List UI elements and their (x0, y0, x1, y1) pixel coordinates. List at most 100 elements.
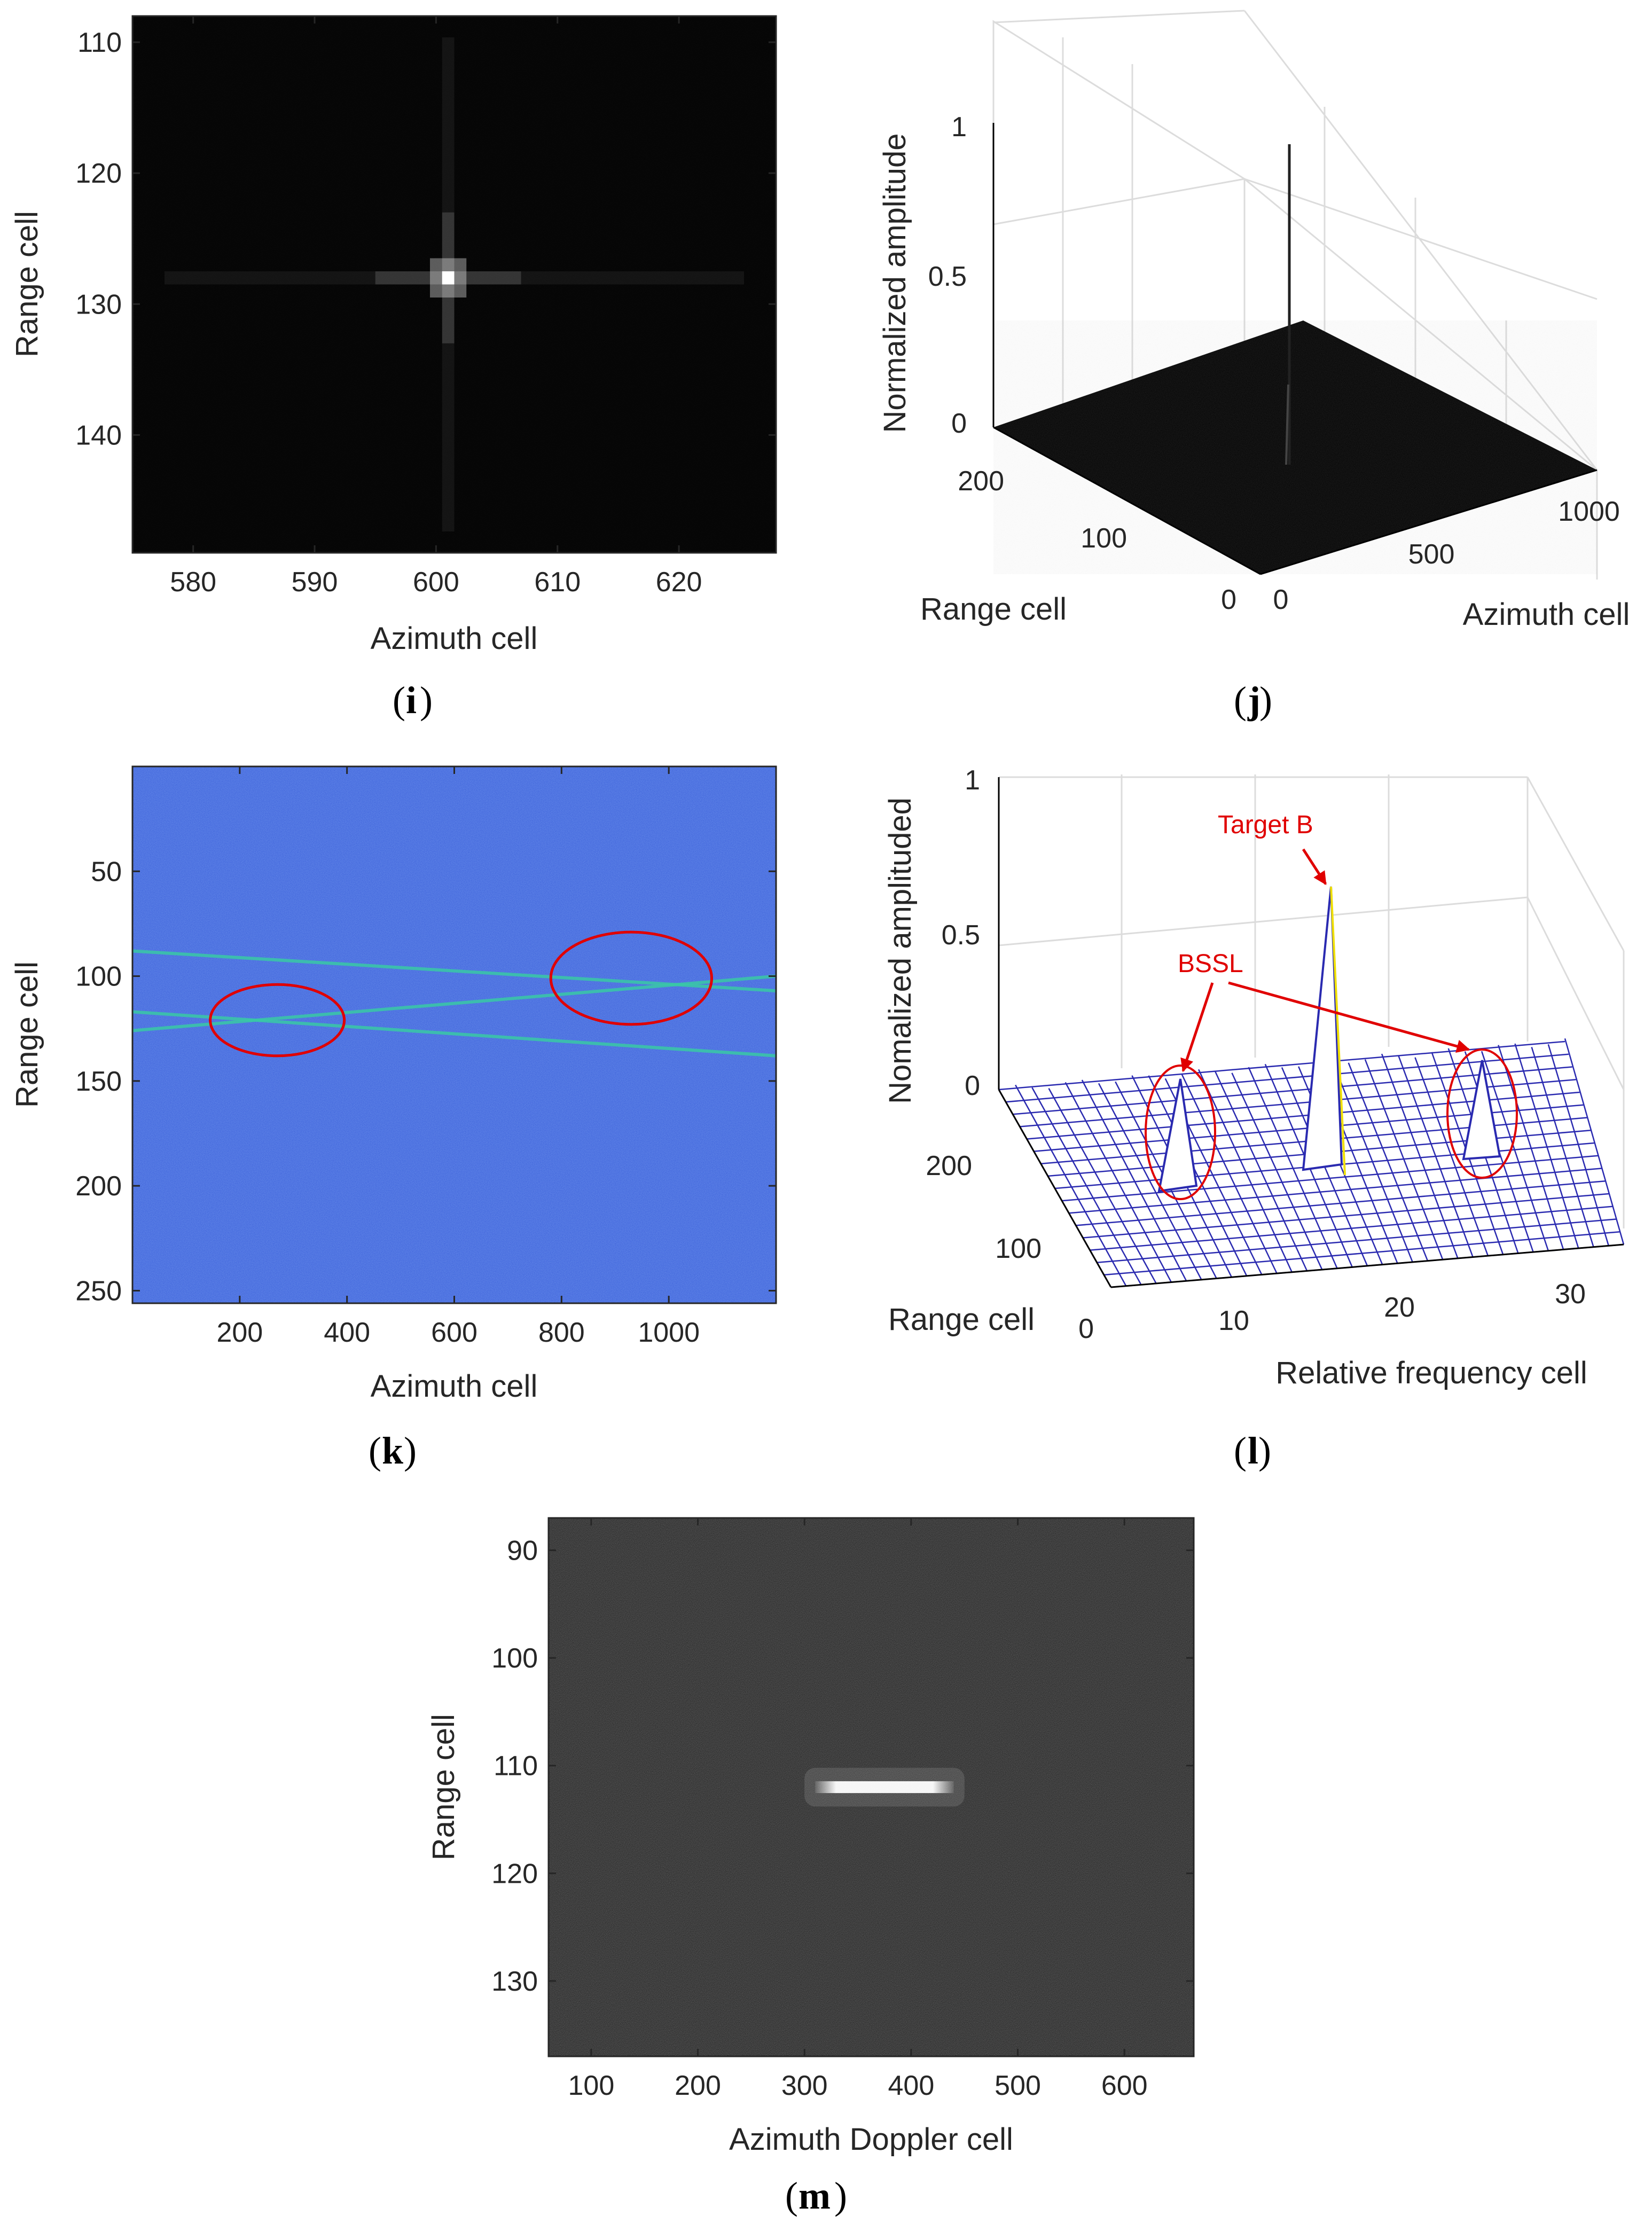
x-tick-label: 100 (568, 2070, 614, 2101)
annotation-bssl: BSSL (1178, 950, 1243, 978)
panel-caption: ( k ) (369, 1429, 417, 1472)
x-tick-label: 400 (888, 2070, 934, 2101)
axes-frame (547, 1517, 1195, 2057)
z-axis-label: Normalized amplitude (878, 134, 912, 433)
svg-text:(: ( (393, 679, 405, 722)
panel-m-heatmap: 100 200 300 400 500 600 90 100 110 120 130 Azimuth… (426, 1517, 1195, 2217)
peaks (1157, 886, 1501, 1193)
target-track (132, 974, 777, 1032)
range-ticks: 200 100 0 (926, 1150, 1094, 1344)
x-tick-label: 400 (324, 1317, 370, 1348)
mesh-line (1481, 1051, 1549, 1251)
svg-text:0: 0 (1221, 584, 1236, 615)
panel-l-surface: Target B BSSL 1 0.5 0 200 100 0 10 20 30… (883, 765, 1625, 1472)
mesh-line (1331, 1059, 1413, 1263)
y-tick-label: 140 (75, 420, 122, 451)
y-tick-label: 50 (91, 856, 122, 887)
svg-text:l: l (1248, 1429, 1258, 1472)
azimuth-ticks: 0 500 1000 (1273, 496, 1620, 615)
svg-text:(: ( (369, 1429, 381, 1472)
mesh-line (1348, 1062, 1429, 1262)
svg-text:i: i (406, 679, 417, 722)
x-tick-label: 800 (538, 1317, 585, 1348)
x-tick-label: 500 (995, 2070, 1041, 2101)
y-axis-label: Range cell (10, 961, 44, 1108)
y-tick-label: 250 (75, 1275, 122, 1306)
svg-text:200: 200 (926, 1150, 972, 1181)
x-tick-label: 610 (534, 567, 581, 598)
y-axis-label: Range cell (426, 1714, 461, 1860)
x-axis-label: Azimuth Doppler cell (729, 2122, 1013, 2157)
y-axis-label: Range cell (10, 211, 44, 357)
svg-text:500: 500 (1408, 539, 1455, 570)
svg-text:): ) (420, 679, 433, 722)
mesh-line (1015, 1084, 1127, 1287)
svg-text:20: 20 (1384, 1292, 1415, 1323)
y-tick-label: 130 (491, 1966, 538, 1997)
mesh-line (1381, 1053, 1459, 1259)
3d-axes (998, 777, 1624, 1288)
mesh-line (1090, 1206, 1613, 1251)
mesh-line (1547, 1044, 1609, 1246)
svg-text:100: 100 (1081, 523, 1127, 554)
svg-text:1: 1 (965, 765, 980, 796)
svg-text:k: k (382, 1429, 403, 1472)
range-ticks: 200 100 0 (958, 466, 1236, 615)
x-tick-label: 600 (431, 1317, 477, 1348)
mesh-line (1514, 1043, 1579, 1249)
x-tick-label: 200 (675, 2070, 721, 2101)
mesh-line (1081, 1079, 1187, 1281)
mesh-line (1197, 1069, 1293, 1273)
svg-text:m: m (798, 2174, 831, 2217)
panel-caption: ( i ) (393, 679, 433, 722)
x-tick-label: 1000 (638, 1317, 700, 1348)
svg-text:(: ( (1234, 679, 1247, 722)
svg-text:0.5: 0.5 (928, 261, 967, 292)
mesh-line (1498, 1045, 1564, 1250)
mesh-line (1098, 1083, 1202, 1280)
mesh-line (1097, 1218, 1617, 1263)
x-tick-label: 600 (1101, 2070, 1148, 2101)
annotation-target-b: Target B (1218, 811, 1313, 839)
mesh-line (998, 1040, 1565, 1091)
y-tick-label: 100 (75, 961, 122, 992)
x-tick-label: 580 (170, 567, 216, 598)
svg-text:100: 100 (995, 1233, 1042, 1264)
crossing-highlight (209, 983, 346, 1058)
target-streak (815, 1781, 954, 1794)
panel-caption: ( m ) (785, 2174, 847, 2217)
3d-axes (992, 123, 1598, 575)
svg-text:0: 0 (1273, 584, 1289, 615)
z-ticks: 1 0.5 0 (928, 112, 967, 439)
svg-text:10: 10 (1218, 1305, 1249, 1336)
panel-caption: ( j ) (1234, 679, 1272, 722)
y-tick-label: 110 (77, 27, 122, 58)
svg-text:1000: 1000 (1558, 496, 1620, 527)
y-tick-label: 120 (75, 158, 122, 189)
mesh-line (1103, 1231, 1620, 1276)
x-tick-label: 300 (781, 2070, 828, 2101)
x-tick-label: 620 (656, 567, 702, 598)
svg-text:(: ( (1234, 1429, 1247, 1472)
x-axis-label: Range cell (888, 1302, 1035, 1337)
z-axis-label: Nomalized amplituded (883, 797, 918, 1104)
z-ticks: 1 0.5 0 (942, 765, 980, 1101)
target-track (132, 1010, 777, 1058)
svg-text:200: 200 (958, 466, 1004, 497)
mesh-line (1231, 1073, 1323, 1270)
mesh-line (1076, 1180, 1606, 1226)
mesh-line (1531, 1046, 1594, 1248)
svg-text:): ) (834, 2174, 847, 2217)
panel-j-surface: 1 0.5 0 200 100 0 0 500 1000 Normalized … (878, 10, 1630, 722)
y-axis-label: Azimuth cell (1463, 597, 1630, 632)
y-tick-label: 130 (75, 289, 122, 320)
svg-text:): ) (404, 1429, 417, 1472)
svg-text:0: 0 (951, 408, 967, 439)
peak-point (442, 271, 455, 285)
y-tick-label: 120 (491, 1858, 538, 1889)
svg-text:0: 0 (965, 1070, 980, 1101)
mesh-line (1062, 1155, 1598, 1202)
bssl-highlights (1145, 1048, 1518, 1200)
frequency-ticks: 10 20 30 (1218, 1279, 1586, 1336)
mesh-line (1064, 1082, 1172, 1283)
